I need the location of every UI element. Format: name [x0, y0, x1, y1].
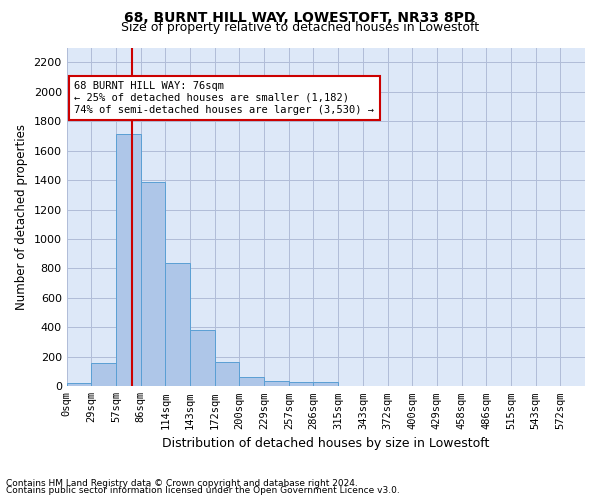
Bar	[67, 384, 91, 386]
Text: Size of property relative to detached houses in Lowestoft: Size of property relative to detached ho…	[121, 22, 479, 35]
Text: Contains HM Land Registry data © Crown copyright and database right 2024.: Contains HM Land Registry data © Crown c…	[6, 478, 358, 488]
Bar	[313, 382, 338, 386]
Bar	[239, 376, 264, 386]
Bar	[116, 134, 141, 386]
X-axis label: Distribution of detached houses by size in Lowestoft: Distribution of detached houses by size …	[162, 437, 490, 450]
Bar	[190, 330, 215, 386]
Bar	[215, 362, 239, 386]
Text: 68 BURNT HILL WAY: 76sqm
← 25% of detached houses are smaller (1,182)
74% of sem: 68 BURNT HILL WAY: 76sqm ← 25% of detach…	[74, 82, 374, 114]
Bar	[289, 382, 313, 386]
Bar	[264, 380, 289, 386]
Text: Contains public sector information licensed under the Open Government Licence v3: Contains public sector information licen…	[6, 486, 400, 495]
Text: 68, BURNT HILL WAY, LOWESTOFT, NR33 8PD: 68, BURNT HILL WAY, LOWESTOFT, NR33 8PD	[124, 11, 476, 25]
Y-axis label: Number of detached properties: Number of detached properties	[15, 124, 28, 310]
Bar	[166, 264, 190, 386]
Bar	[141, 182, 166, 386]
Bar	[91, 364, 116, 386]
